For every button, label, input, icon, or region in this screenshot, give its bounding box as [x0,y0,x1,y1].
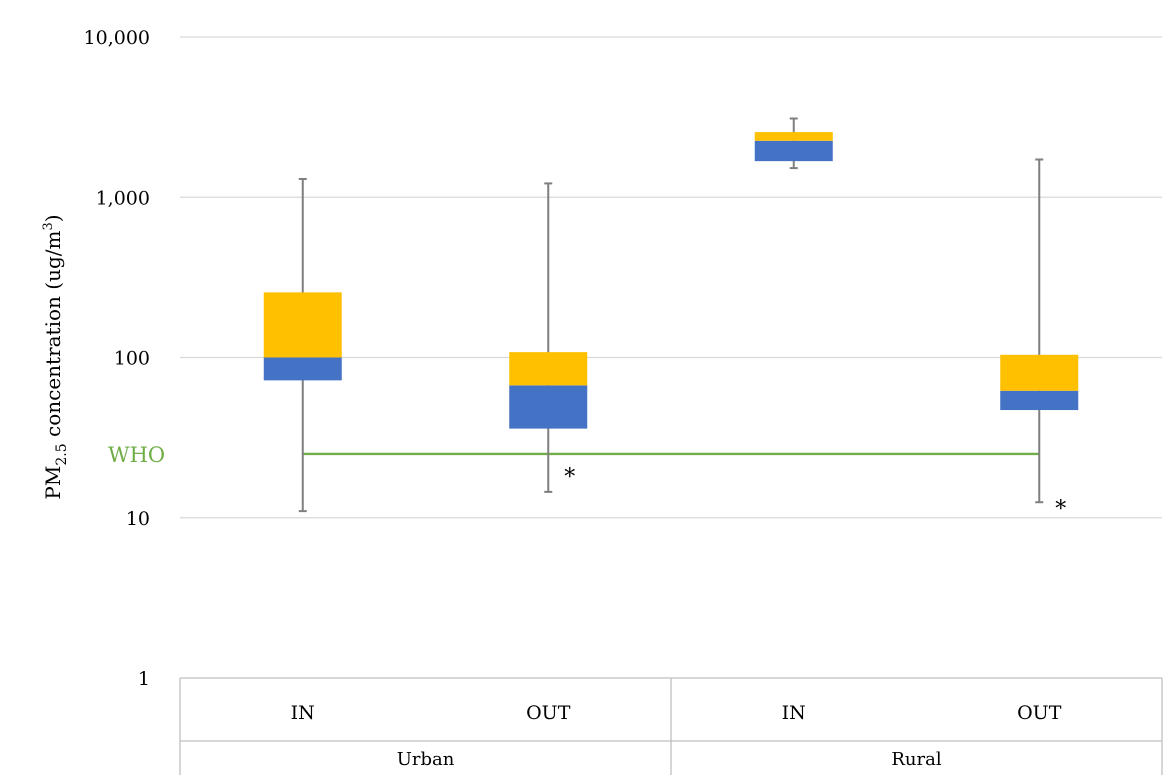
box-lower-quartile [754,140,833,162]
y-axis-title-suffix: ) [41,214,65,222]
box-rural-in [754,117,833,170]
box-upper-quartile [263,292,342,358]
x-tick-label: IN [782,702,806,724]
who-reference: WHO [108,443,1040,467]
box-urban-out: * [509,182,588,493]
x-tick-label: OUT [526,702,571,724]
who-reference-label: WHO [108,443,165,467]
y-tick-label: 100 [114,348,150,370]
y-tick-label: 10,000 [84,27,150,49]
box-upper-quartile [754,132,833,141]
x-tick-label: IN [291,702,315,724]
category-labels: IN OUT IN OUT Urban Rural [291,702,1062,770]
box-lower-quartile [263,357,342,381]
box-upper-quartile [1000,354,1079,391]
x-tick-label: OUT [1017,702,1062,724]
box-urban-in [263,177,342,513]
y-tick-label: 1 [138,668,150,690]
x-group-label: Urban [397,749,455,770]
y-tick-label: 10 [126,508,150,530]
box-rural-out: * [1000,158,1079,522]
y-axis-title-superscript: 3 [41,222,56,230]
x-group-label: Rural [891,749,941,770]
y-axis-title-subscript: 2.5 [54,443,70,465]
significance-marker: * [1055,497,1066,522]
box-upper-quartile [509,352,588,386]
box-lower-quartile [1000,390,1079,411]
box-lower-quartile [509,385,588,429]
y-tick-labels: 1 10 100 1,000 10,000 [84,27,150,690]
significance-marker: * [564,465,575,490]
y-axis-title-middle: concentration (ug/m [41,231,65,444]
y-axis-title: PM2.5 concentration (ug/m3) [41,214,70,499]
y-tick-label: 1,000 [96,187,150,209]
gridlines [180,36,1162,519]
category-axis [179,677,1163,775]
y-axis-title-prefix: PM [41,466,65,500]
box-series: ** [263,117,1079,522]
